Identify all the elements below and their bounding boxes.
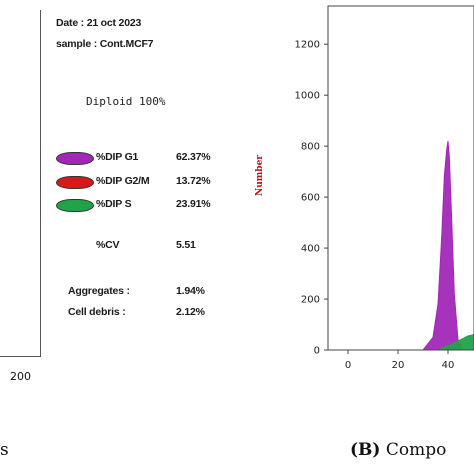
x-tick-label: 0 [345,360,351,371]
histogram-series-1 [437,333,474,351]
aggregates-label: Aggregates : [68,285,130,297]
caption-b: (B) Compo [350,440,446,460]
diploid-text: Diploid 100% [86,95,166,108]
left-caption-fragment: s [0,440,9,460]
histogram-series-0 [421,141,464,351]
legend-label-s: %DIP S [96,198,132,210]
x-tick-label: 40 [442,360,455,371]
cv-label: %CV [96,239,120,251]
y-tick-label: 0 [314,346,320,357]
legend-swatch-g1 [56,152,94,165]
legend-value-g2m: 13.72% [176,175,211,187]
cv-value: 5.51 [176,239,196,251]
sample-text: sample : Cont.MCF7 [56,38,154,50]
legend-label-g2m: %DIP G2/M [96,175,150,187]
legend-value-s: 23.91% [176,198,211,210]
date-text: Date : 21 oct 2023 [56,17,142,29]
legend-label-g1: %DIP G1 [96,151,139,163]
x-tick-label: 20 [392,360,405,371]
left-x-tick-label: 200 [10,370,31,383]
y-tick-label: 1200 [295,40,320,51]
debris-label: Cell debris : [68,306,126,318]
y-tick-label: 400 [301,244,320,255]
legend-swatch-s [56,199,94,212]
y-tick-label: 200 [301,295,320,306]
aggregates-value: 1.94% [176,285,205,297]
legend-swatch-g2m [56,176,94,189]
y-tick-label: 1000 [295,91,320,102]
y-tick-label: 800 [301,142,320,153]
legend-value-g1: 62.37% [176,151,211,163]
debris-value: 2.12% [176,306,205,318]
plot-frame [327,5,474,351]
y-tick-label: 600 [301,193,320,204]
left-histogram-frame [0,10,41,357]
caption-b-letter: (B) [350,440,381,460]
caption-b-text: Compo [385,440,447,460]
